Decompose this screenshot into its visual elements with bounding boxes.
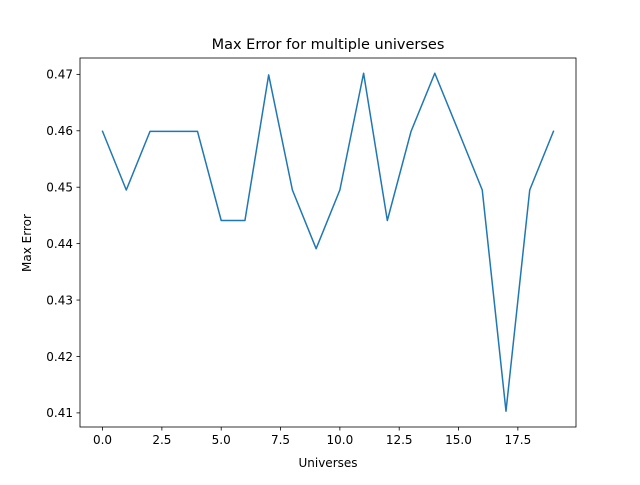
x-tick-label: 17.5 [504,433,531,447]
y-tick-label: 0.45 [46,181,73,195]
y-tick-label: 0.43 [46,293,73,307]
x-axis-label: Universes [298,456,357,470]
x-tick-label: 15.0 [445,433,472,447]
y-tick-label: 0.46 [46,124,73,138]
x-tick-label: 10.0 [327,433,354,447]
y-tick-label: 0.41 [46,406,73,420]
plot-area: 0.0 2.5 5.0 7.5 10.0 12.5 15.0 17.5 0.41 0.42 0.43… [46,58,576,447]
series-line-0 [103,73,554,411]
x-tick-label: 2.5 [152,433,171,447]
y-tick-label: 0.42 [46,350,73,364]
y-tick-label: 0.44 [46,237,73,251]
x-tick-label: 7.5 [271,433,290,447]
x-tick-label: 0.0 [93,433,112,447]
x-tick-label: 12.5 [386,433,413,447]
chart-title: Max Error for multiple universes [212,37,445,53]
y-axis-label: Max Error [20,214,34,272]
y-tick-label: 0.47 [46,68,73,82]
x-tick-label: 5.0 [212,433,231,447]
